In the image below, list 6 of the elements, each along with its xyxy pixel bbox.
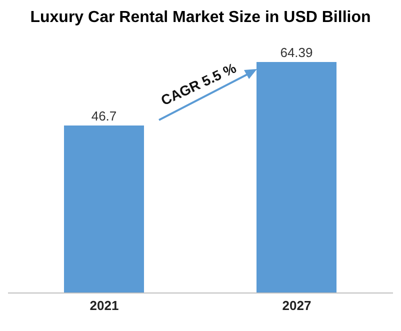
data-label: 46.7 (91, 108, 117, 124)
chart-title: Luxury Car Rental Market Size in USD Billion (29, 8, 372, 28)
data-label: 64.39 (280, 45, 313, 60)
annotation: CAGR 5.5 % (158, 60, 239, 108)
x-tick-label: 2021 (90, 298, 119, 314)
x-tick-label: 2027 (282, 298, 312, 314)
